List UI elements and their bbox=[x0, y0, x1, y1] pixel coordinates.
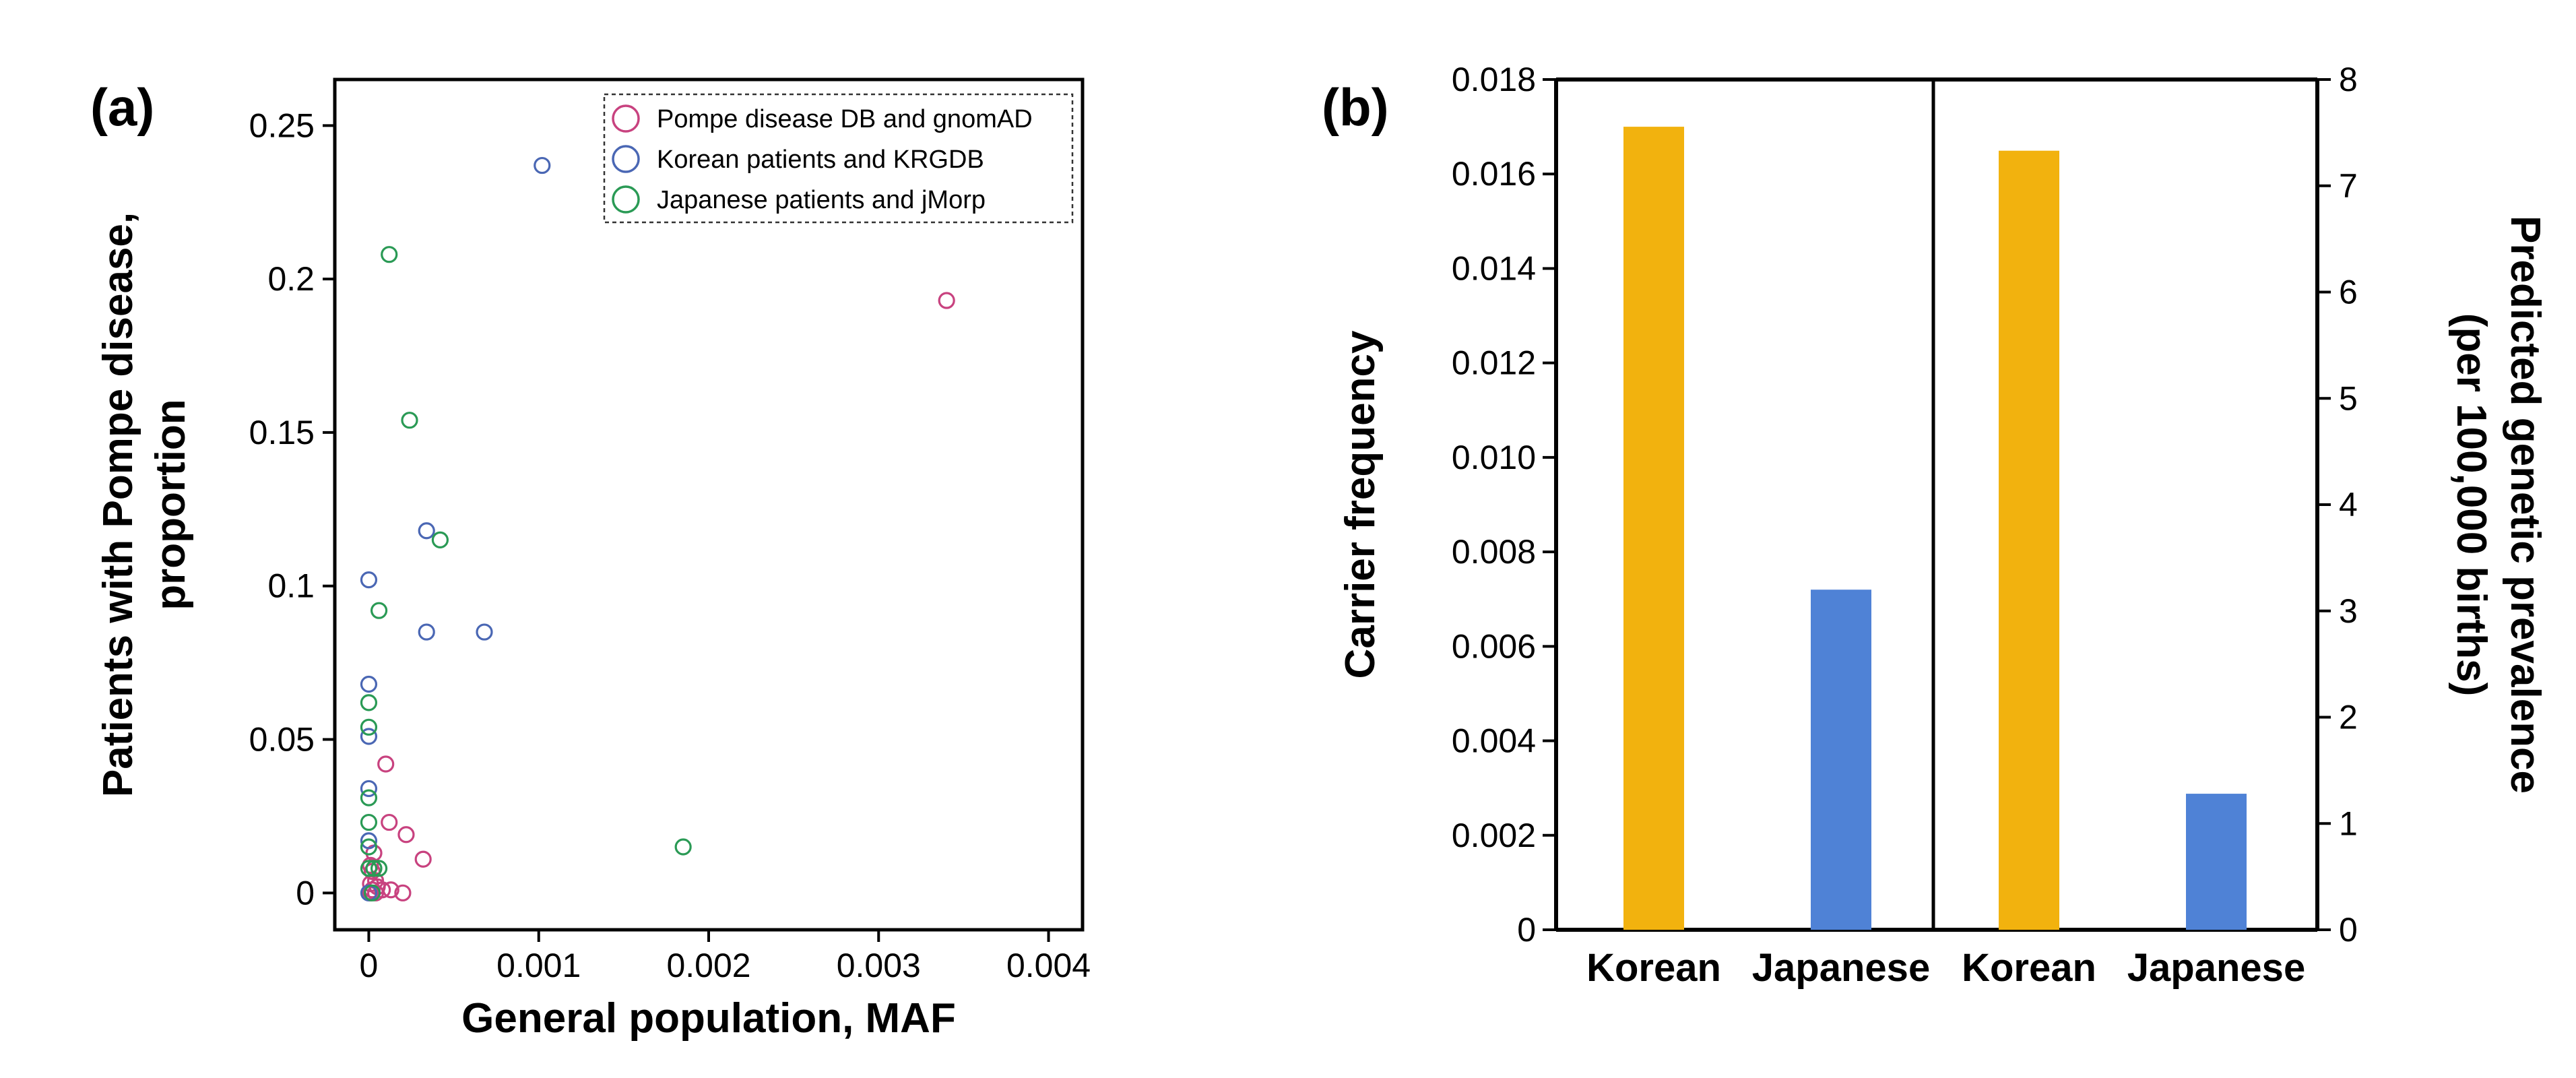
scatter-point bbox=[370, 602, 388, 619]
scatter-point bbox=[377, 755, 395, 773]
scatter-point bbox=[401, 412, 418, 429]
panel-b-bar: 0 0.002 0.004 0.006 0.008 0.010 0.012 0.014 0.01… bbox=[1322, 61, 2548, 990]
x-tick-label: 0 bbox=[360, 947, 379, 984]
y2-tick-label: 5 bbox=[2339, 379, 2358, 417]
y2-axis-title-line: (per 100,000 births) bbox=[2448, 313, 2494, 697]
y2-axis-title: Predicted genetic prevalence(per 100,000… bbox=[2448, 216, 2548, 794]
y-tick-label: 0 bbox=[296, 874, 315, 912]
y2-tick-label: 1 bbox=[2339, 804, 2358, 842]
category-label: Korean bbox=[1586, 946, 1721, 990]
scatter-point bbox=[360, 780, 378, 798]
scatter-point bbox=[360, 694, 378, 711]
category-label: Korean bbox=[1962, 946, 2096, 990]
bar-japanese bbox=[2186, 794, 2247, 930]
scatter-point bbox=[360, 571, 378, 589]
scatter-point bbox=[418, 623, 435, 641]
scatter-point bbox=[418, 522, 435, 540]
y-tick-label: 0.018 bbox=[1452, 61, 1536, 98]
y-tick-label: 0.15 bbox=[249, 414, 315, 451]
scatter-point bbox=[414, 850, 432, 868]
legend-entry: Pompe disease DB and gnomAD bbox=[657, 105, 1033, 133]
scatter-point bbox=[360, 832, 378, 850]
scatter-point bbox=[394, 884, 412, 901]
y-tick-label: 0.2 bbox=[267, 260, 315, 298]
legend-box bbox=[603, 93, 1074, 224]
scatter-point bbox=[370, 860, 388, 877]
y-axis-title-line: proportion bbox=[148, 399, 194, 610]
scatter-point bbox=[360, 718, 378, 736]
y2-tick-label: 7 bbox=[2339, 167, 2358, 205]
x-tick-label: 0.002 bbox=[666, 947, 750, 984]
y-tick-label: 0.004 bbox=[1452, 722, 1536, 760]
y-tick-label: 0.25 bbox=[249, 106, 315, 144]
y-tick-label: 0.002 bbox=[1452, 817, 1536, 854]
scatter-point bbox=[360, 789, 378, 806]
y2-tick-label: 6 bbox=[2339, 274, 2358, 311]
y-tick-label: 0.008 bbox=[1452, 533, 1536, 571]
y-tick-label: 0.006 bbox=[1452, 627, 1536, 665]
y2-tick-label: 0 bbox=[2339, 911, 2358, 949]
category-label: Japanese bbox=[2127, 946, 2305, 990]
panel-label: (a) bbox=[90, 77, 154, 137]
scatter-point bbox=[397, 826, 415, 844]
legend-entry: Japanese patients and jMorp bbox=[657, 186, 986, 214]
scatter-point bbox=[360, 675, 378, 693]
y2-axis-title-line: Predicted genetic prevalence bbox=[2502, 216, 2548, 794]
scatter-point bbox=[365, 860, 383, 877]
x-tick-label: 0.001 bbox=[496, 947, 581, 984]
panel-label: (b) bbox=[1322, 77, 1389, 137]
y-tick-label: 0.016 bbox=[1452, 155, 1536, 193]
y-tick-label: 0.1 bbox=[267, 567, 315, 605]
x-tick-label: 0.003 bbox=[837, 947, 921, 984]
scatter-point bbox=[431, 531, 449, 548]
y-axis-title-line: Patients with Pompe disease, bbox=[95, 212, 141, 797]
legend-marker bbox=[612, 145, 640, 173]
scatter-point bbox=[360, 838, 378, 856]
scatter-point bbox=[674, 838, 692, 856]
scatter-point bbox=[381, 813, 398, 831]
y-tick-label: 0.010 bbox=[1452, 439, 1536, 476]
scatter-point bbox=[360, 728, 378, 745]
scatter-point bbox=[363, 884, 381, 901]
bar-korean bbox=[1999, 150, 2059, 930]
category-label: Japanese bbox=[1752, 946, 1930, 990]
y-tick-label: 0 bbox=[1517, 911, 1536, 949]
y2-tick-label: 2 bbox=[2339, 699, 2358, 736]
legend-entry: Korean patients and KRGDB bbox=[657, 146, 984, 174]
scatter-point bbox=[534, 156, 551, 175]
scatter-point bbox=[360, 860, 378, 877]
panel-a-scatter: 0 0.05 0.1 0.15 0.2 0.25 0 0.001 0.002 0.003 0.004… bbox=[90, 77, 1091, 1042]
y2-tick-label: 8 bbox=[2339, 61, 2358, 98]
y-axis-title: Patients with Pompe disease, proportion bbox=[95, 212, 194, 797]
legend-marker bbox=[612, 185, 640, 214]
y-tick-label: 0.012 bbox=[1452, 344, 1536, 382]
y2-tick-label: 3 bbox=[2339, 592, 2358, 630]
scatter-point bbox=[476, 623, 493, 641]
bar-japanese bbox=[1811, 590, 1871, 930]
scatter-point bbox=[360, 813, 378, 831]
x-tick-label: 0.004 bbox=[1006, 947, 1091, 984]
y-axis-title: Carrier frequency bbox=[1337, 330, 1384, 678]
y-tick-label: 0.05 bbox=[249, 721, 315, 759]
x-axis-title: General population, MAF bbox=[461, 995, 956, 1042]
scatter-point bbox=[938, 292, 955, 309]
y-tick-label: 0.014 bbox=[1452, 249, 1536, 287]
legend-marker bbox=[612, 104, 640, 133]
bar-korean bbox=[1623, 127, 1684, 930]
scatter-point bbox=[381, 246, 398, 263]
y2-tick-label: 4 bbox=[2339, 486, 2358, 524]
